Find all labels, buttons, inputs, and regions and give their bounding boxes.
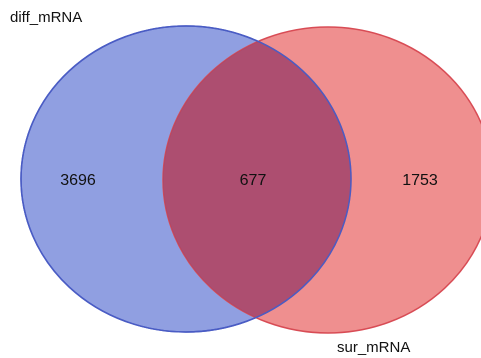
set-diff-mrna-outline <box>20 25 352 333</box>
set-label-diff-mrna: diff_mRNA <box>10 9 82 26</box>
count-diff-mrna-only: 3696 <box>60 172 96 189</box>
intersection-region <box>163 27 351 332</box>
set-label-sur-mrna: sur_mRNA <box>337 339 410 356</box>
count-intersection: 677 <box>240 172 267 189</box>
count-sur-mrna-only: 1753 <box>402 172 438 189</box>
